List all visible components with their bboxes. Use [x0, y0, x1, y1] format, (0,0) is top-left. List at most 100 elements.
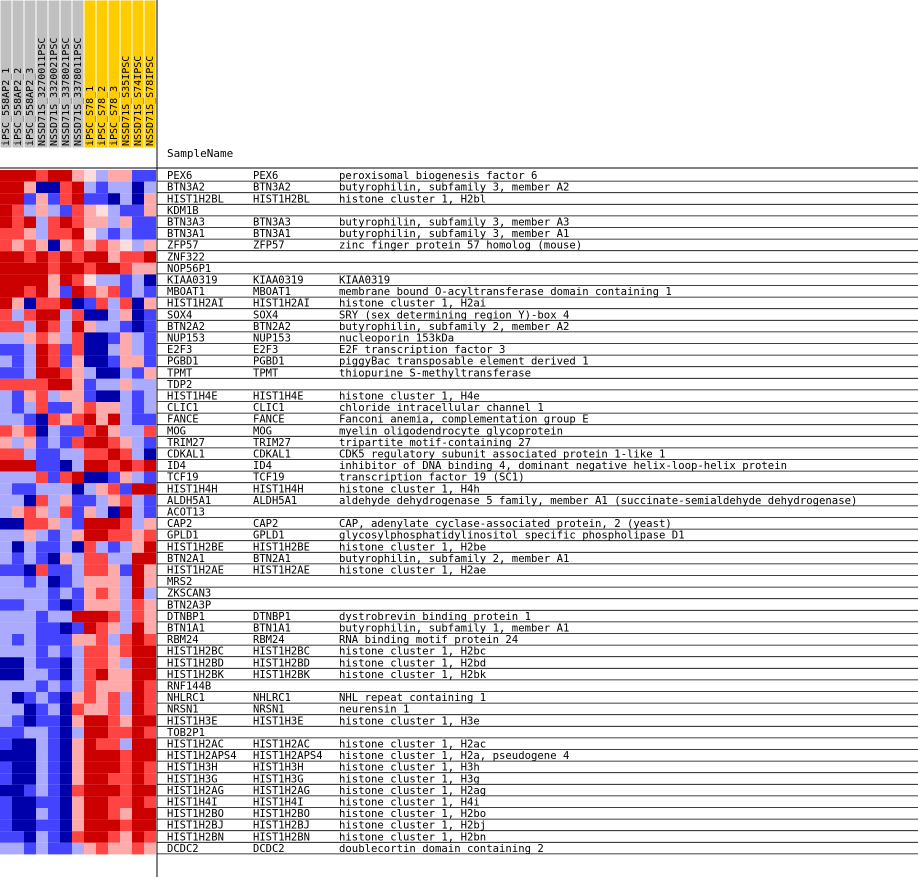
heatmap-cell [36, 831, 48, 843]
heatmap-cell [144, 634, 156, 646]
heatmap-cell [120, 193, 132, 205]
row-name-label: SOX4 [167, 309, 192, 321]
heatmap-cell [108, 645, 120, 658]
heatmap-cell [48, 297, 60, 310]
row-name-label: HIST1H2APS4 [167, 750, 237, 762]
heatmap-cell [84, 483, 96, 495]
heatmap-cell [24, 692, 36, 704]
heatmap-cell [144, 413, 156, 426]
heatmap-cell [36, 738, 48, 750]
heatmap-cell [108, 402, 120, 414]
heatmap-cell [60, 726, 72, 739]
row-symbol-label: HIST1H2BE [253, 541, 310, 553]
row-symbol-label: HIST1H2AE [253, 565, 310, 577]
heatmap-cell [144, 286, 156, 298]
column-header-label: iPSC_S78_1 [85, 86, 96, 146]
heatmap-cell [144, 332, 156, 344]
heatmap-cell [36, 297, 48, 310]
heatmap-cell [0, 251, 12, 263]
heatmap-cell [120, 564, 132, 576]
row-symbol-label: FANCE [253, 414, 285, 426]
row-name-label: HIST1H2BK [167, 669, 225, 681]
heatmap-cell [144, 703, 156, 716]
heatmap-cell [60, 297, 72, 310]
heatmap-cell [120, 784, 132, 797]
heatmap-cell [120, 703, 132, 716]
heatmap-cell [108, 622, 120, 634]
heatmap-cell [48, 355, 60, 368]
heatmap-cell [48, 587, 60, 600]
row-description-label: thiopurine S-methyltransferase [339, 367, 531, 379]
heatmap-cell [72, 460, 84, 472]
heatmap-cell [48, 378, 60, 391]
heatmap-cell [72, 703, 84, 716]
heatmap-cell [60, 436, 72, 449]
heatmap-cell [48, 344, 60, 356]
row-name-label: BTN2A3P [167, 599, 211, 611]
heatmap-cell [84, 402, 96, 414]
heatmap-cell [36, 622, 48, 634]
heatmap-cell [96, 610, 108, 623]
heatmap-cell [84, 529, 96, 542]
heatmap-cell [0, 750, 12, 762]
row-name-label: PGBD1 [167, 356, 199, 368]
heatmap-cell [12, 750, 24, 762]
heatmap-cell [12, 587, 24, 600]
heatmap-cell [96, 692, 108, 704]
row-symbol-label: HIST1H2BC [253, 646, 310, 658]
heatmap-cell [72, 750, 84, 762]
heatmap-cell [24, 297, 36, 310]
heatmap-cell [60, 204, 72, 217]
heatmap-cell [108, 587, 120, 600]
heatmap-cell [72, 251, 84, 263]
heatmap-cell [120, 355, 132, 368]
heatmap-cell [0, 529, 12, 542]
heatmap-cell [24, 738, 36, 750]
heatmap-cell [120, 518, 132, 530]
heatmap-cell [72, 228, 84, 240]
heatmap-cell [60, 309, 72, 321]
heatmap-cell [84, 622, 96, 634]
heatmap-cell [132, 726, 144, 739]
heatmap-cell [132, 460, 144, 472]
heatmap-cell [144, 680, 156, 692]
heatmap-cell [84, 228, 96, 240]
heatmap-cell [132, 251, 144, 263]
heatmap-cell [0, 518, 12, 530]
column-header-label: NSSD71S_S35IPSC [121, 56, 132, 146]
heatmap-cell [36, 274, 48, 286]
heatmap-cell [120, 750, 132, 762]
heatmap-cell [24, 332, 36, 344]
heatmap-cell [24, 506, 36, 518]
heatmap-cell [24, 657, 36, 669]
row-description-label: SRY (sex determining region Y)-box 4 [339, 309, 569, 321]
heatmap-cell [48, 320, 60, 333]
row-symbol-label: HIST1H2AG [253, 785, 310, 797]
row-description-label: CAP, adenylate cyclase-associated protei… [339, 518, 672, 530]
heatmap-cell [72, 796, 84, 808]
heatmap-cell [108, 541, 120, 553]
heatmap-cell [72, 529, 84, 542]
heatmap-cell [72, 181, 84, 194]
heatmap-cell [72, 378, 84, 391]
row-symbol-label: BTN2A1 [253, 553, 291, 565]
heatmap-cell [120, 390, 132, 402]
heatmap-cell [84, 390, 96, 402]
heatmap-cell [120, 216, 132, 228]
row-symbol-label: HIST1H4I [253, 797, 304, 809]
heatmap-cell [12, 483, 24, 495]
row-description-label: aldehyde dehydrogenase 5 family, member … [339, 495, 857, 507]
heatmap-cell [144, 471, 156, 484]
heatmap-cell [24, 460, 36, 472]
row-symbol-label: HIST1H2BO [253, 808, 310, 820]
heatmap-cell [144, 320, 156, 333]
heatmap-cell [48, 518, 60, 530]
heatmap-cell [120, 309, 132, 321]
heatmap-cell [84, 355, 96, 368]
row-name-label: FANCE [167, 414, 199, 426]
heatmap-cell [24, 251, 36, 263]
heatmap-cell [132, 750, 144, 762]
heatmap-cell [120, 471, 132, 484]
heatmap-cell [144, 622, 156, 634]
heatmap-cell [12, 494, 24, 507]
